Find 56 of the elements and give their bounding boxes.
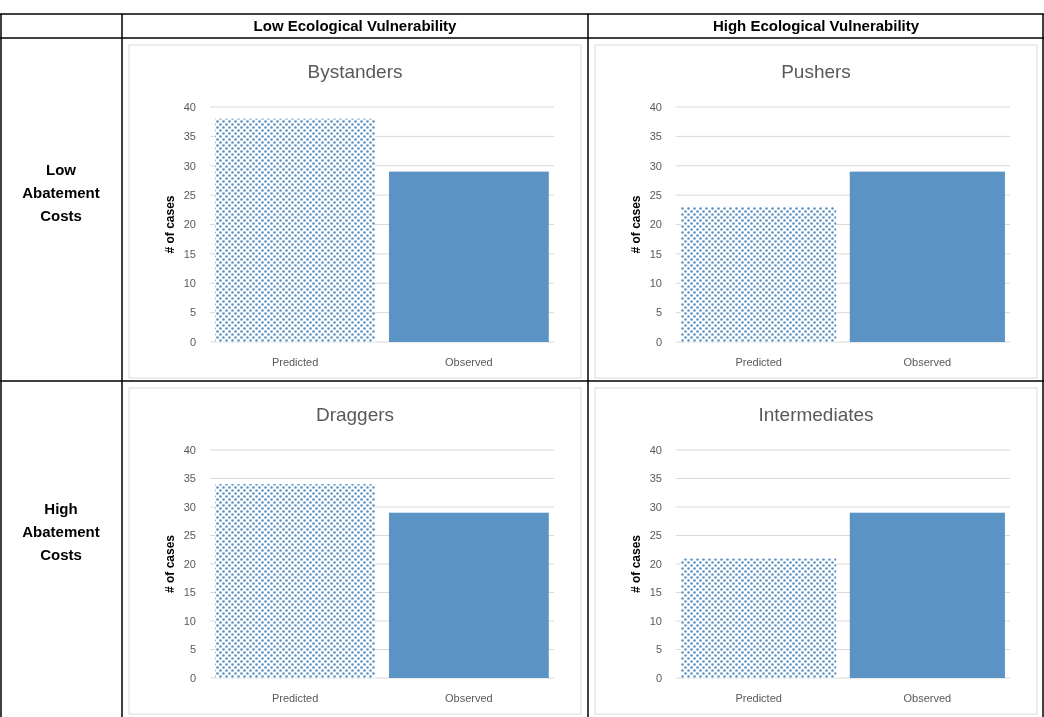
y-tick-label: 15 bbox=[649, 586, 662, 599]
y-tick-label: 40 bbox=[649, 443, 662, 456]
x-tick-label: Observed bbox=[445, 692, 493, 704]
y-tick-label: 15 bbox=[183, 586, 196, 599]
y-tick-label: 5 bbox=[189, 306, 196, 319]
chart-title: Intermediates bbox=[758, 404, 874, 425]
chart-title: Draggers bbox=[315, 404, 395, 425]
x-tick-label: Predicted bbox=[271, 356, 319, 368]
y-tick-label: 20 bbox=[183, 557, 196, 570]
y-axis-title: # of cases bbox=[629, 534, 643, 594]
x-tick-label: Observed bbox=[445, 356, 493, 368]
text: High Abatement Costs bbox=[22, 500, 100, 563]
y-tick-label: 25 bbox=[649, 529, 662, 542]
x-tick-label: Predicted bbox=[735, 356, 782, 368]
y-tick-label: 40 bbox=[649, 100, 662, 113]
y-tick-label: 20 bbox=[649, 557, 662, 570]
y-tick-label: 0 bbox=[655, 671, 662, 684]
y-tick-label: 10 bbox=[183, 614, 196, 627]
y-tick-label: 5 bbox=[655, 306, 662, 319]
y-tick-label: 20 bbox=[649, 218, 662, 231]
x-tick-label: Observed bbox=[903, 692, 952, 704]
y-tick-label: 40 bbox=[183, 100, 196, 113]
x-tick-label: Predicted bbox=[735, 692, 782, 704]
chart-title: Pushers bbox=[781, 61, 851, 82]
y-tick-label: 20 bbox=[183, 218, 196, 231]
y-tick-label: 30 bbox=[649, 500, 662, 513]
chart-title: Bystanders bbox=[307, 61, 403, 82]
y-tick-label: 35 bbox=[183, 472, 196, 485]
y-tick-label: 40 bbox=[183, 443, 196, 456]
y-tick-label: 0 bbox=[189, 671, 196, 684]
y-tick-label: 30 bbox=[183, 159, 196, 172]
y-tick-label: 35 bbox=[183, 130, 196, 143]
y-tick-label: 30 bbox=[183, 500, 196, 513]
y-tick-label: 5 bbox=[189, 643, 196, 656]
y-tick-label: 15 bbox=[649, 247, 662, 260]
y-tick-label: 10 bbox=[649, 277, 662, 290]
y-tick-label: 5 bbox=[655, 643, 662, 656]
text: Low Ecological Vulnerability bbox=[253, 17, 458, 35]
y-tick-label: 10 bbox=[183, 277, 196, 290]
text: Low Abatement Costs bbox=[22, 160, 100, 224]
y-axis-title: # of cases bbox=[629, 195, 643, 254]
x-tick-label: Predicted bbox=[271, 692, 319, 704]
y-axis-title: # of cases bbox=[163, 534, 177, 594]
y-tick-label: 25 bbox=[183, 188, 196, 201]
y-tick-label: 35 bbox=[649, 472, 662, 485]
y-tick-label: 25 bbox=[183, 529, 196, 542]
y-tick-label: 35 bbox=[649, 130, 662, 143]
y-tick-label: 0 bbox=[655, 335, 662, 348]
y-tick-label: 25 bbox=[649, 188, 662, 201]
y-tick-label: 30 bbox=[649, 159, 662, 172]
y-axis-title: # of cases bbox=[163, 195, 177, 254]
y-tick-label: 15 bbox=[183, 247, 196, 260]
y-tick-label: 10 bbox=[649, 614, 662, 627]
x-tick-label: Observed bbox=[903, 356, 952, 368]
text: High Ecological Vulnerability bbox=[712, 17, 920, 35]
y-tick-label: 0 bbox=[189, 335, 196, 348]
